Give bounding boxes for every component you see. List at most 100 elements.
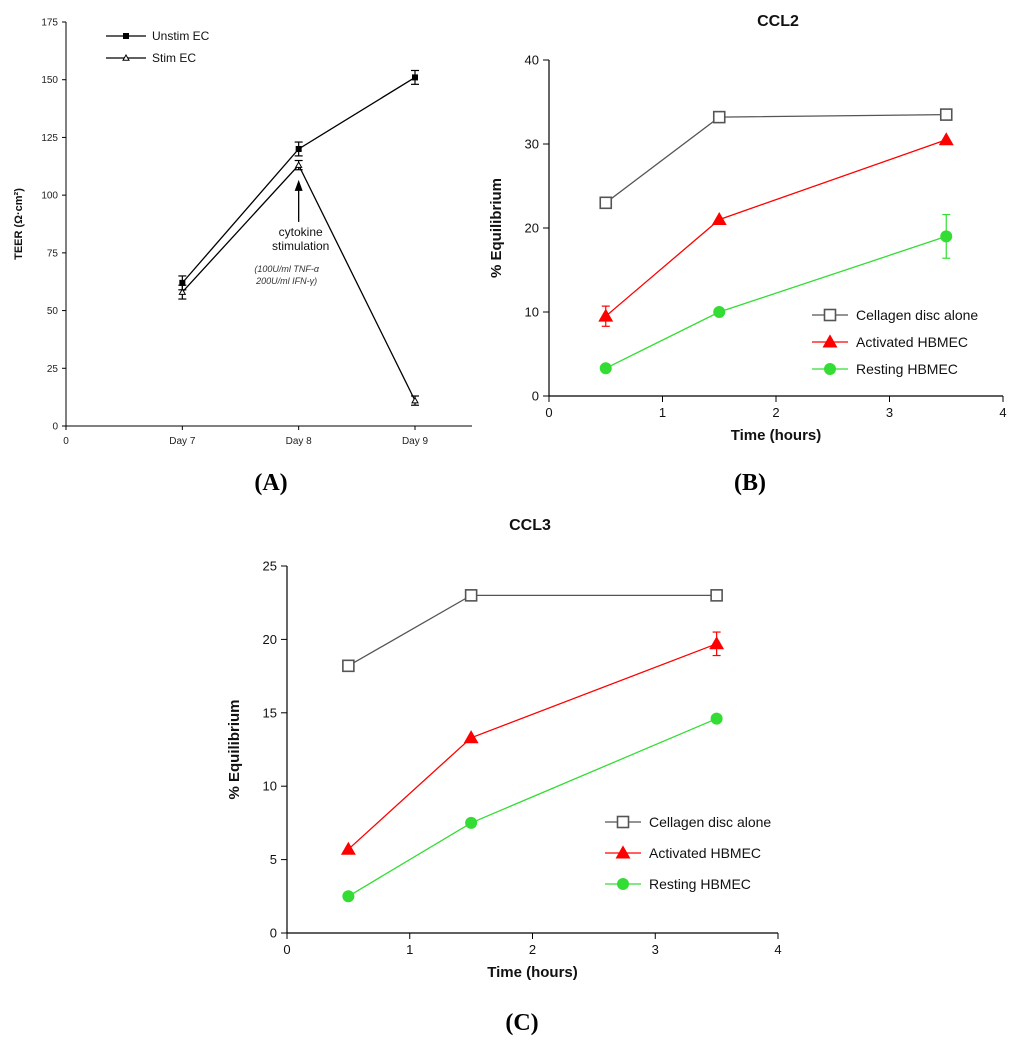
panel-a-y-tick-label: 175 [41,18,58,29]
panel-c-data-point [465,816,478,829]
panel-c-y-axis-title: % Equilibrium [226,699,243,799]
panel-a-annotation-text: cytokine [279,225,323,239]
panel-c-data-point [464,589,478,602]
panel-b-series-line [605,139,947,317]
panel-b-legend-marker [823,308,837,322]
panel-a-data-point [411,396,419,404]
panel-b-series-line [605,113,947,204]
panel-c-x-tick-label: 1 [406,942,413,957]
panel-a-y-tick-label: 25 [47,364,59,375]
panel-b-series-activated [598,132,954,327]
panel-a-y-axis-title: TEER (Ω·cm²) [13,188,25,260]
panel-a-data-point [178,288,187,295]
panel-c-y-tick-label: 0 [270,926,277,941]
panel-b-legend-label: Cellagen disc alone [856,307,978,323]
panel-a-y-tick-label: 50 [47,306,59,317]
panel-c-legend-label: Cellagen disc alone [649,814,771,830]
panel-c-legend-marker [617,878,629,890]
panel-c-legend-marker [616,815,630,829]
panel-c-x-tick-label: 0 [283,942,290,957]
panel-c-y-tick-label: 25 [263,559,277,574]
panel-c-label: (C) [505,1010,538,1036]
panel-b-data-point [599,362,612,375]
panel-c-legend-label: Activated HBMEC [649,845,761,861]
panel-a-label: (A) [254,470,287,496]
panel-c-title: CCL3 [509,517,551,534]
panel-c-legend: Cellagen disc alone Activated HBMEC Restin… [605,814,771,892]
panel-b-x-axis-title: Time (hours) [731,427,822,444]
panel-b-x-tick-label: 4 [999,405,1006,420]
panel-c-series-collagen [342,589,723,673]
panel-a-data-point [294,161,303,168]
panel-c-x-tick-label: 2 [529,942,536,957]
panel-a-legend-label: Unstim EC [152,29,210,43]
panel-a-y-tick-label: 100 [41,191,58,202]
panel-a-legend-marker [122,53,130,61]
panel-a-annotation-arrow-head [294,179,303,191]
panel-c-y-tick-label: 15 [263,705,277,720]
panel-a-annotation-text: stimulation [272,239,329,253]
panel-c-data-point [710,589,723,602]
panel-b-data-point [712,110,726,124]
panel-c-y-tick-label: 10 [263,779,277,794]
panel-b-data-point [939,108,953,121]
panel-c-y-tick-label: 5 [270,852,277,867]
panel-b-x-tick-label: 1 [659,405,666,420]
panel-b-data-point [598,308,614,322]
panel-c-data-point [709,636,725,650]
panel-c-data-point [342,890,355,903]
panel-a-data-point [412,74,418,81]
panel-c-data-point [340,841,356,855]
panel-b-data-point [713,306,726,318]
panel-b-y-axis-title: % Equilibrium [488,178,505,278]
panel-a-x-tick-label: Day 9 [402,436,429,447]
panel-c-data-point [342,659,355,673]
panel-c-series-activated [340,631,725,855]
panel-c-series-line [348,718,717,897]
panel-b-y-tick-label: 40 [525,53,539,68]
panel-c-legend-label: Resting HBMEC [649,876,751,892]
panel-a-data-point [295,145,302,152]
panel-b-data-point [940,230,953,243]
panel-b-data-point [711,211,727,226]
panel-b-y-tick-label: 0 [532,389,539,404]
panel-c-x-tick-label: 3 [652,942,659,957]
panel-a-chart: 0 25 50 75 100 125 150 175 0 Day 7 Day 8 Day 9 TEER … [13,18,472,447]
panel-a-y-tick-label: 75 [47,248,59,259]
panel-b-data-point [599,196,613,210]
panel-c-series-resting [342,712,723,903]
panel-b-y-tick-label: 10 [525,305,539,320]
panel-b-legend: Cellagen disc alone Activated HBMEC Restin… [812,307,978,377]
panel-b-chart: 0 10 20 30 40 0 1 2 3 4 Time (hours) % Equilibrium C… [488,13,1007,444]
panel-a-y-tick-label: 125 [41,133,58,144]
panel-a-y-tick-label: 0 [52,422,58,433]
panel-a-x-tick-label: Day 7 [169,436,196,447]
panel-c-x-tick-label: 4 [774,942,781,957]
panel-a-x-tick-label: Day 8 [286,436,313,447]
panel-b-x-tick-label: 3 [886,405,893,420]
panel-a-legend: Unstim EC Stim EC [106,29,210,65]
panel-a-annotation-subtext: (100U/ml TNF-α [254,264,320,274]
panel-b-x-tick-label: 0 [545,405,552,420]
panel-b-series-resting [599,213,953,375]
panel-a-annotation-subtext: 200U/ml IFN-γ) [255,276,317,286]
panel-c-x-axis-title: Time (hours) [487,964,578,981]
panel-c-chart: 0 5 10 15 20 25 0 1 2 3 4 Time (hours) % Equilibrium… [226,517,782,981]
panel-b-legend-marker [822,334,838,348]
panel-a-y-tick-label: 150 [41,75,58,86]
panel-a-legend-label: Stim EC [152,51,196,65]
panel-a-x-tick-label: 0 [63,436,69,447]
panel-b-label: (B) [734,470,766,496]
panel-c-series-line [348,594,717,667]
panel-b-series-collagen [599,108,953,210]
panel-b-data-point [938,132,954,146]
panel-b-legend-label: Resting HBMEC [856,361,958,377]
panel-c-data-point [710,712,723,725]
panel-b-legend-label: Activated HBMEC [856,334,968,350]
panel-c-y-tick-label: 20 [263,632,277,647]
panel-b-y-tick-label: 20 [525,221,539,236]
panel-c-legend-marker [615,845,631,859]
panel-b-title: CCL2 [757,13,799,30]
panel-a-legend-marker [123,33,129,39]
